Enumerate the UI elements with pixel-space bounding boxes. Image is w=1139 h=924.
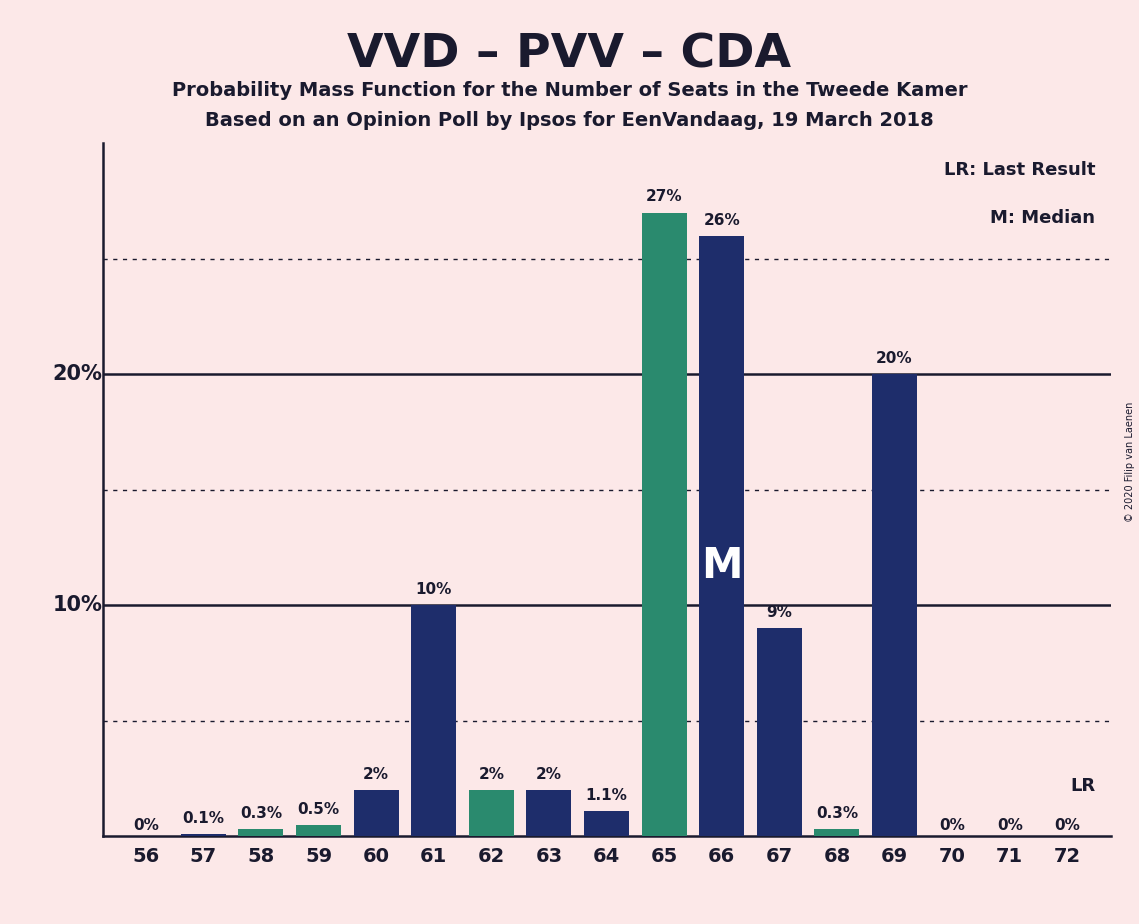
Text: 20%: 20% <box>52 364 103 384</box>
Bar <box>699 236 744 836</box>
Text: 2%: 2% <box>363 767 390 782</box>
Bar <box>411 605 457 836</box>
Text: 20%: 20% <box>876 351 912 366</box>
Bar <box>353 790 399 836</box>
Bar <box>238 830 284 836</box>
Text: 0.5%: 0.5% <box>297 802 339 817</box>
Text: 2%: 2% <box>536 767 562 782</box>
Bar <box>641 213 687 836</box>
Text: 27%: 27% <box>646 189 682 204</box>
Text: Based on an Opinion Poll by Ipsos for EenVandaag, 19 March 2018: Based on an Opinion Poll by Ipsos for Ee… <box>205 111 934 130</box>
Text: 0%: 0% <box>940 818 965 833</box>
Text: 1.1%: 1.1% <box>585 788 628 803</box>
Text: LR: LR <box>1071 777 1096 796</box>
Text: © 2020 Filip van Laenen: © 2020 Filip van Laenen <box>1125 402 1134 522</box>
Bar <box>872 374 917 836</box>
Text: Probability Mass Function for the Number of Seats in the Tweede Kamer: Probability Mass Function for the Number… <box>172 81 967 101</box>
Text: 10%: 10% <box>52 595 103 615</box>
Bar <box>296 825 341 836</box>
Bar <box>756 628 802 836</box>
Text: LR: Last Result: LR: Last Result <box>944 161 1096 178</box>
Text: 2%: 2% <box>478 767 505 782</box>
Bar <box>814 830 860 836</box>
Text: M: Median: M: Median <box>991 209 1096 227</box>
Text: 0%: 0% <box>1055 818 1080 833</box>
Text: 0%: 0% <box>997 818 1023 833</box>
Text: M: M <box>700 545 743 587</box>
Text: VVD – PVV – CDA: VVD – PVV – CDA <box>347 32 792 78</box>
Bar <box>584 811 629 836</box>
Text: 9%: 9% <box>767 605 793 620</box>
Bar <box>526 790 572 836</box>
Bar <box>469 790 514 836</box>
Text: 0.1%: 0.1% <box>182 811 224 826</box>
Bar <box>181 834 226 836</box>
Text: 26%: 26% <box>704 213 740 227</box>
Text: 10%: 10% <box>416 582 452 597</box>
Text: 0.3%: 0.3% <box>816 807 858 821</box>
Text: 0%: 0% <box>133 818 158 833</box>
Text: 0.3%: 0.3% <box>240 807 282 821</box>
